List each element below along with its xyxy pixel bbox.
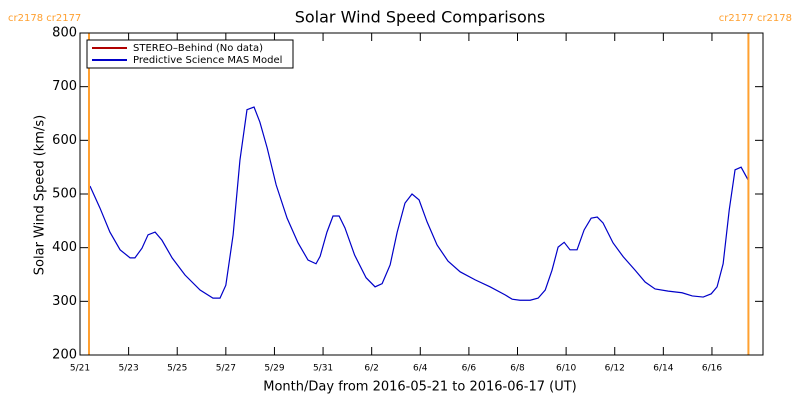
y-tick-label: 400 <box>52 240 77 255</box>
x-tick-label: 5/25 <box>167 364 187 374</box>
x-tick-label: 6/8 <box>510 364 525 374</box>
x-tick-label: 6/12 <box>605 364 625 374</box>
x-tick-label: 6/14 <box>653 364 673 374</box>
y-tick-label: 500 <box>52 187 77 202</box>
chart-title: Solar Wind Speed Comparisons <box>295 8 546 27</box>
legend-label: Predictive Science MAS Model <box>133 55 282 66</box>
series-line <box>89 106 749 301</box>
x-tick-label: 6/2 <box>364 364 378 374</box>
x-tick-label: 5/21 <box>70 364 90 374</box>
x-tick-label: 5/23 <box>119 364 139 374</box>
y-tick-label: 700 <box>52 79 77 94</box>
x-tick-label: 5/27 <box>216 364 236 374</box>
carrington-label: cr2177 cr2178 <box>719 13 792 24</box>
legend-label: STEREO–Behind (No data) <box>133 43 263 54</box>
y-tick-label: 600 <box>52 133 77 148</box>
x-tick-label: 6/16 <box>702 364 722 374</box>
y-tick-label: 300 <box>52 294 77 309</box>
plot-frame <box>79 32 764 356</box>
x-tick-label: 6/4 <box>413 364 428 374</box>
x-tick-label: 6/6 <box>462 364 477 374</box>
x-tick-label: 5/29 <box>264 364 284 374</box>
y-tick-label: 200 <box>52 348 77 363</box>
legend-box <box>86 39 294 69</box>
carrington-label: cr2178 cr2177 <box>8 13 81 24</box>
x-tick-label: 5/31 <box>313 364 333 374</box>
x-tick-label: 6/10 <box>556 364 576 374</box>
x-axis-label: Month/Day from 2016-05-21 to 2016-06-17 … <box>263 380 576 395</box>
y-axis-label: Solar Wind Speed (km/s) <box>33 115 48 275</box>
y-tick-label: 800 <box>52 26 77 41</box>
